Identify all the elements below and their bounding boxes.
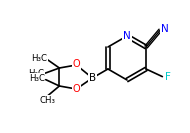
Text: H₃C: H₃C <box>31 54 47 63</box>
Text: F: F <box>165 72 171 82</box>
Text: H₃C: H₃C <box>28 69 44 78</box>
Text: N: N <box>123 31 131 41</box>
Text: O: O <box>73 59 80 69</box>
Text: N: N <box>161 24 169 34</box>
Text: H₃C: H₃C <box>29 74 45 83</box>
Text: CH₃: CH₃ <box>40 96 56 105</box>
Text: B: B <box>89 73 96 83</box>
Text: O: O <box>73 84 80 94</box>
